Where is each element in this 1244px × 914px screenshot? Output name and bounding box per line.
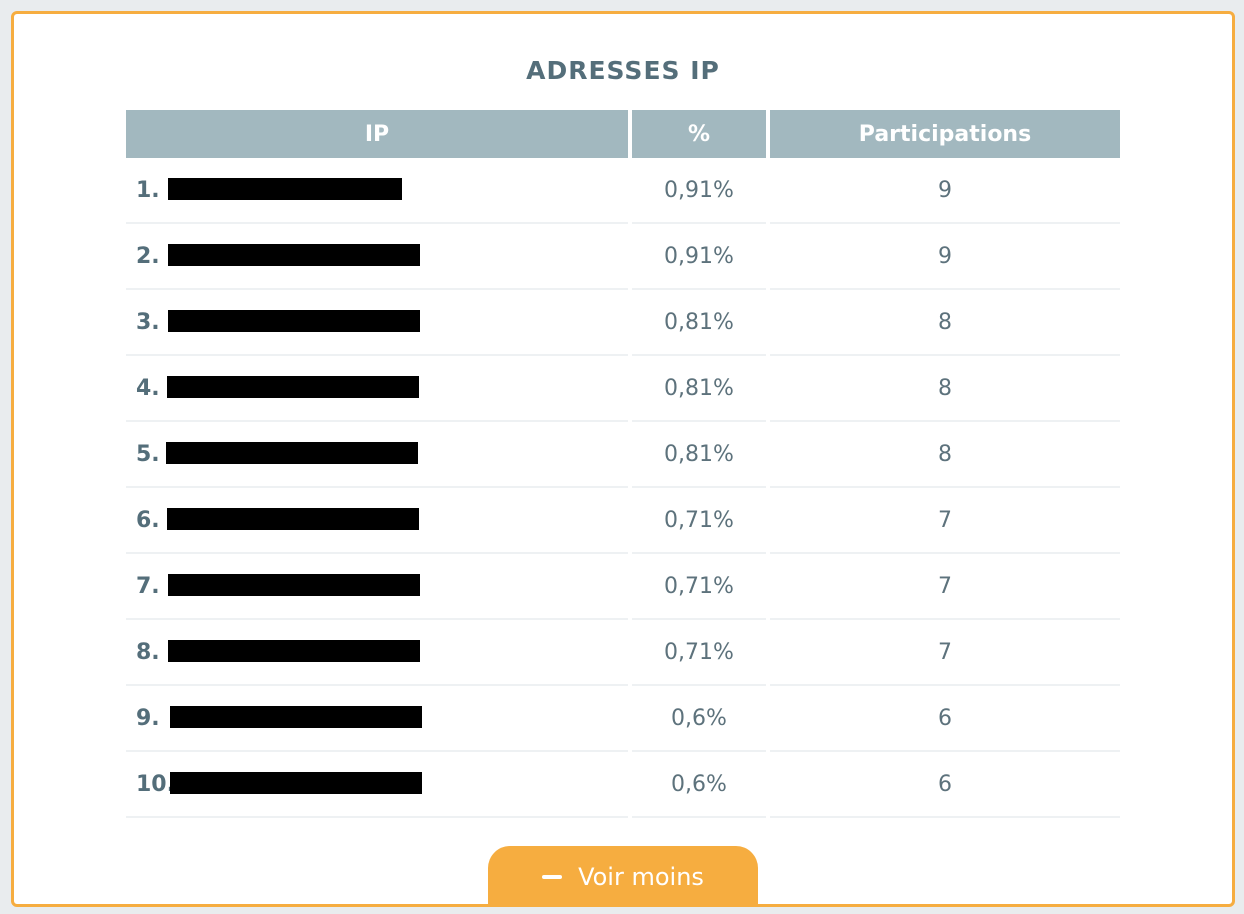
redaction-bar (167, 508, 419, 530)
minus-icon (542, 875, 563, 879)
ip-cell: 5. (126, 422, 628, 488)
percent-cell: 0,71% (632, 620, 766, 686)
participations-cell: 7 (770, 488, 1120, 554)
redaction-bar (168, 310, 420, 332)
ip-cell: 1. (126, 158, 628, 224)
table-row: 7. 0,71% 7 (126, 554, 1120, 620)
ip-table: IP % Participations 1. 0,91% 9 2. 0,91% … (126, 110, 1120, 818)
percent-cell: 0,6% (632, 686, 766, 752)
rank-label: 8. (136, 639, 160, 665)
ip-cell: 7. (126, 554, 628, 620)
rank-label: 5. (136, 441, 160, 467)
header-participations: Participations (770, 110, 1120, 158)
section-title: ADRESSES IP (526, 56, 720, 85)
redaction-bar (166, 442, 418, 464)
rank-label: 1. (136, 177, 160, 203)
redaction-bar (168, 640, 420, 662)
redaction-bar (168, 178, 402, 200)
percent-cell: 0,91% (632, 224, 766, 290)
ip-cell: 9. (126, 686, 628, 752)
participations-cell: 9 (770, 158, 1120, 224)
rank-label: 3. (136, 309, 160, 335)
redaction-bar (170, 706, 422, 728)
table-row: 2. 0,91% 9 (126, 224, 1120, 290)
ip-addresses-card: ADRESSES IP IP % Participations 1. 0,91%… (11, 11, 1235, 907)
percent-cell: 0,91% (632, 158, 766, 224)
table-row: 9. 0,6% 6 (126, 686, 1120, 752)
table-row: 4. 0,81% 8 (126, 356, 1120, 422)
table-row: 1. 0,91% 9 (126, 158, 1120, 224)
percent-cell: 0,81% (632, 290, 766, 356)
table-row: 5. 0,81% 8 (126, 422, 1120, 488)
ip-cell: 4. (126, 356, 628, 422)
rank-label: 7. (136, 573, 160, 599)
table-row: 6. 0,71% 7 (126, 488, 1120, 554)
participations-cell: 6 (770, 752, 1120, 818)
redaction-bar (168, 244, 420, 266)
ip-cell: 10. (126, 752, 628, 818)
table-row: 10. 0,6% 6 (126, 752, 1120, 818)
rank-label: 4. (136, 375, 160, 401)
participations-cell: 8 (770, 356, 1120, 422)
rank-label: 10. (136, 771, 175, 797)
ip-cell: 6. (126, 488, 628, 554)
redaction-bar (167, 376, 419, 398)
see-less-button[interactable]: Voir moins (488, 846, 758, 904)
ip-cell: 8. (126, 620, 628, 686)
table-header: IP % Participations (126, 110, 1120, 158)
percent-cell: 0,6% (632, 752, 766, 818)
redaction-bar (168, 574, 420, 596)
participations-cell: 8 (770, 422, 1120, 488)
ip-cell: 3. (126, 290, 628, 356)
participations-cell: 9 (770, 224, 1120, 290)
ip-cell: 2. (126, 224, 628, 290)
redaction-bar (170, 772, 422, 794)
rank-label: 2. (136, 243, 160, 269)
rank-label: 6. (136, 507, 160, 533)
table-row: 8. 0,71% 7 (126, 620, 1120, 686)
percent-cell: 0,71% (632, 488, 766, 554)
header-percent: % (632, 110, 766, 158)
percent-cell: 0,81% (632, 422, 766, 488)
percent-cell: 0,81% (632, 356, 766, 422)
see-less-label: Voir moins (578, 863, 704, 891)
participations-cell: 6 (770, 686, 1120, 752)
participations-cell: 8 (770, 290, 1120, 356)
participations-cell: 7 (770, 554, 1120, 620)
participations-cell: 7 (770, 620, 1120, 686)
percent-cell: 0,71% (632, 554, 766, 620)
rank-label: 9. (136, 705, 160, 731)
header-ip: IP (126, 110, 628, 158)
table-row: 3. 0,81% 8 (126, 290, 1120, 356)
